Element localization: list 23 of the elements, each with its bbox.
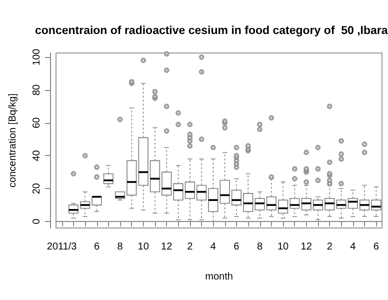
x-tick-label: 10 xyxy=(138,242,150,252)
x-tick-label: 6 xyxy=(234,242,240,252)
x-axis-title: month xyxy=(205,272,233,282)
x-tick-label: 12 xyxy=(161,242,173,252)
x-tick-label: 8 xyxy=(256,242,263,252)
x-tick-label: 6 xyxy=(94,242,100,252)
y-tick-label: 60 xyxy=(32,116,42,128)
x-tick-label: 10 xyxy=(277,242,290,252)
y-axis-title: concentration [Bq/kg] xyxy=(8,93,18,188)
y-tick-label: 0 xyxy=(32,218,42,224)
y-tick-label: 80 xyxy=(32,84,42,96)
x-tick-label: 8 xyxy=(117,242,124,252)
chart-title: concentraion of radioactive cesium in food category of 50 ,Ibara xyxy=(35,25,388,37)
x-tick-label: 12 xyxy=(300,242,312,252)
x-tick-label: 2 xyxy=(326,242,333,252)
y-tick-label: 40 xyxy=(32,150,42,162)
y-tick-label: 100 xyxy=(32,48,42,66)
x-tick-label: 6 xyxy=(373,242,380,252)
x-tick-label: 4 xyxy=(210,242,216,252)
x-tick-label: 2 xyxy=(187,242,194,252)
x-tick-label: 2011/3 xyxy=(46,242,78,252)
y-tick-label: 20 xyxy=(32,182,42,194)
x-tick-label: 4 xyxy=(350,242,356,252)
